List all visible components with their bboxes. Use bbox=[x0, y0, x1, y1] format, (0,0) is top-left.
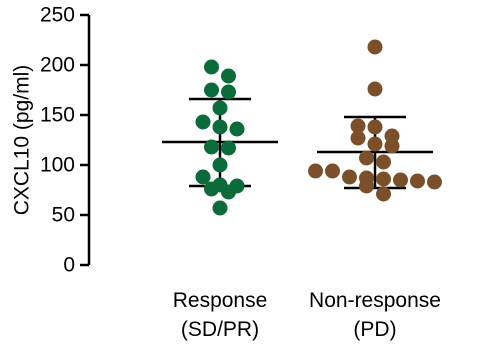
data-point bbox=[325, 163, 340, 179]
data-point bbox=[367, 39, 383, 55]
y-tick-label: 50 bbox=[52, 204, 75, 227]
y-tick-label: 0 bbox=[63, 254, 75, 277]
y-axis: 0 50 100 150 200 250 bbox=[40, 4, 91, 277]
data-point bbox=[367, 81, 383, 97]
data-point bbox=[204, 59, 219, 75]
y-tick-label: 250 bbox=[40, 4, 75, 27]
data-point bbox=[367, 136, 383, 152]
data-point bbox=[204, 181, 219, 197]
category-label: (SD/PR) bbox=[181, 318, 259, 341]
data-point bbox=[204, 139, 219, 155]
y-tick-label: 150 bbox=[40, 104, 75, 127]
data-point bbox=[359, 178, 374, 194]
y-tick-label: 200 bbox=[40, 54, 75, 77]
data-point bbox=[376, 171, 391, 187]
data-point bbox=[376, 154, 391, 170]
data-point bbox=[221, 84, 236, 100]
data-point bbox=[212, 119, 228, 135]
data-point bbox=[195, 114, 211, 130]
data-point bbox=[212, 200, 228, 216]
data-point bbox=[212, 100, 228, 116]
data-point bbox=[221, 184, 236, 200]
category-label: Non-response bbox=[309, 289, 441, 312]
y-axis-title: CXCL10 (pg/ml) bbox=[11, 65, 34, 216]
data-point bbox=[384, 138, 400, 154]
data-point bbox=[229, 121, 245, 137]
data-point bbox=[308, 163, 323, 179]
stat-lines bbox=[162, 97, 433, 190]
data-point bbox=[427, 174, 442, 190]
data-point bbox=[342, 169, 357, 185]
data-point bbox=[221, 140, 236, 156]
data-point bbox=[350, 118, 366, 134]
y-tick-label: 100 bbox=[40, 154, 75, 177]
data-point bbox=[221, 68, 236, 84]
data-point bbox=[195, 169, 211, 185]
data-point bbox=[212, 157, 228, 173]
category-label: Response bbox=[173, 289, 268, 312]
data-point bbox=[359, 150, 374, 166]
x-axis-labels: Response (SD/PR) Non-response (PD) bbox=[173, 289, 441, 341]
data-point bbox=[393, 172, 408, 188]
data-point bbox=[367, 119, 383, 135]
data-points bbox=[195, 39, 442, 216]
category-label: (PD) bbox=[353, 318, 396, 341]
data-point bbox=[376, 186, 391, 202]
data-point bbox=[350, 130, 366, 146]
data-point bbox=[204, 82, 219, 98]
data-point bbox=[410, 173, 425, 189]
